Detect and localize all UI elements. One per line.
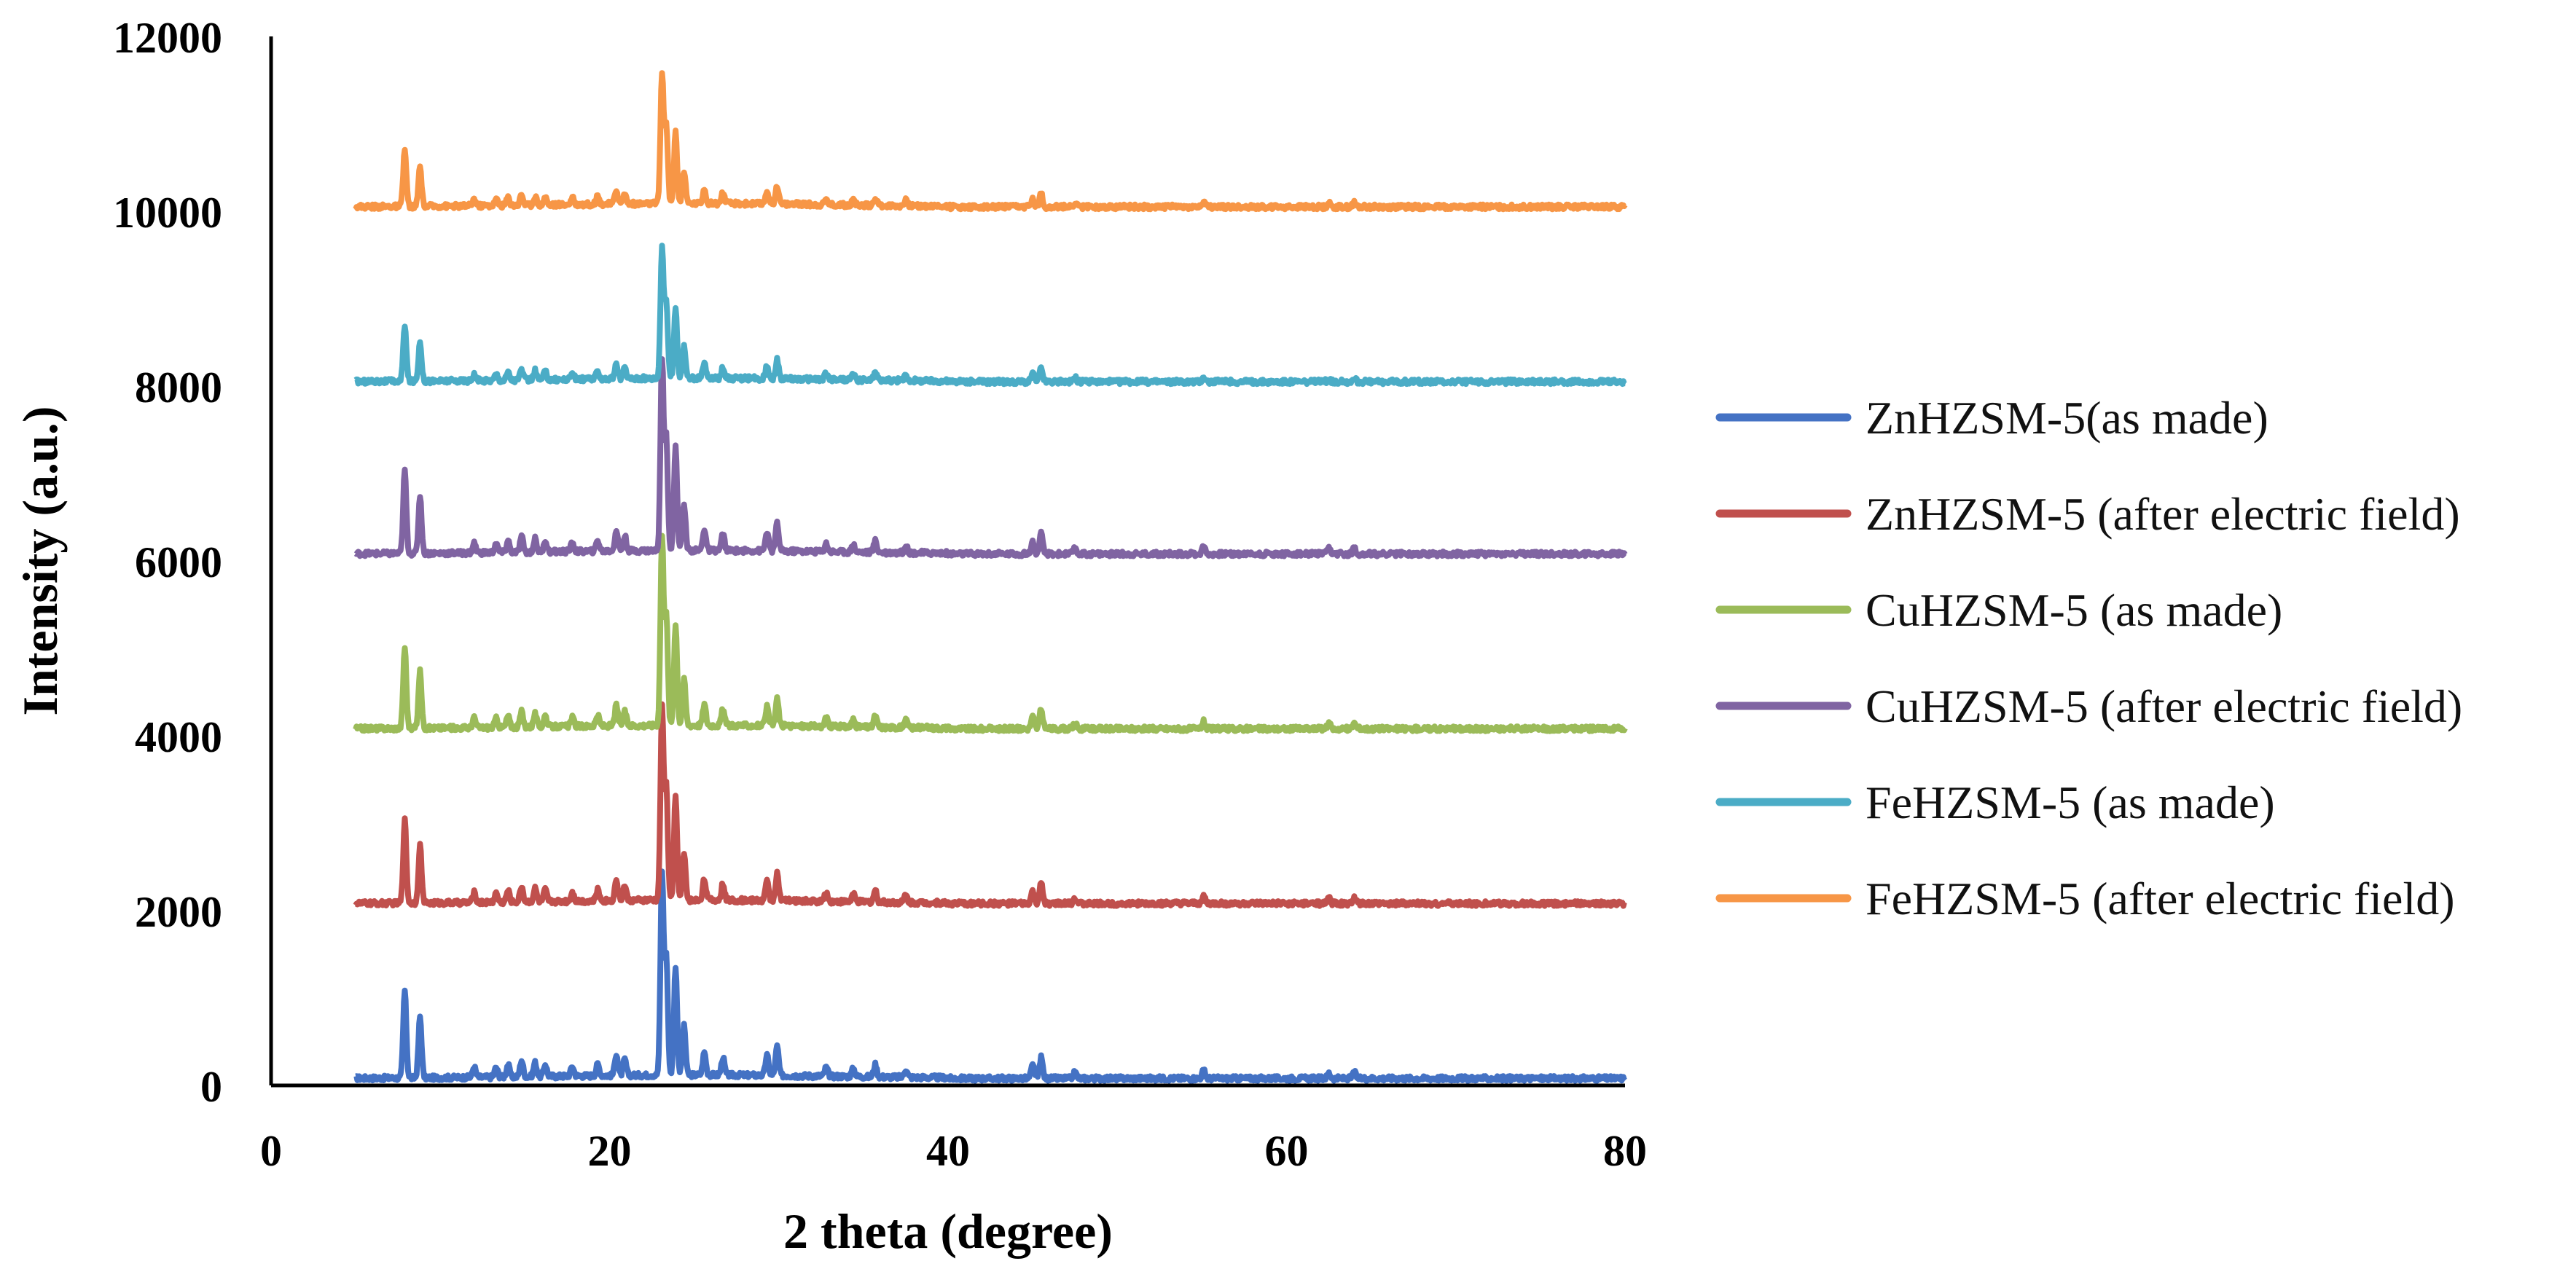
y-tick-label: 12000: [113, 14, 222, 62]
y-tick-label: 10000: [113, 189, 222, 237]
y-tick-label: 4000: [135, 713, 222, 761]
legend-label: FeHZSM-5 (after electric field): [1866, 873, 2455, 924]
x-tick-label: 60: [1265, 1127, 1309, 1175]
x-tick-label: 40: [926, 1127, 970, 1175]
series-line: [353, 533, 1628, 734]
y-tick-labels: 0 2000 4000 6000 8000 10000 12000: [113, 14, 222, 1111]
legend-label: ZnHZSM-5(as made): [1866, 392, 2268, 444]
legend-item: FeHZSM-5 (after electric field): [1715, 873, 2455, 924]
axes: [269, 36, 1625, 1088]
y-tick-label: 6000: [135, 538, 222, 586]
legend: ZnHZSM-5(as made) ZnHZSM-5 (after electr…: [1715, 392, 2462, 924]
x-axis-title: 2 theta (degree): [783, 1203, 1113, 1259]
legend-item: ZnHZSM-5(as made): [1715, 392, 2268, 444]
y-tick-label: 0: [200, 1063, 222, 1111]
legend-label: FeHZSM-5 (as made): [1866, 777, 2275, 828]
legend-item: CuHZSM-5 (as made): [1715, 584, 2282, 636]
legend-label: CuHZSM-5 (after electric field): [1866, 680, 2462, 732]
y-tick-label: 2000: [135, 888, 222, 936]
series-line: [353, 868, 1627, 1084]
x-tick-label: 20: [588, 1127, 632, 1175]
legend-item: CuHZSM-5 (after electric field): [1715, 680, 2462, 732]
legend-label: ZnHZSM-5 (after electric field): [1866, 488, 2460, 540]
series-line: [353, 70, 1628, 213]
x-tick-label: 0: [260, 1127, 282, 1175]
series-layer: [353, 70, 1628, 1084]
legend-label: CuHZSM-5 (as made): [1866, 584, 2282, 636]
series-line: [353, 356, 1628, 559]
series-line: [353, 243, 1627, 388]
y-axis-title: Intensity (a.u.): [12, 406, 68, 715]
legend-item: FeHZSM-5 (as made): [1715, 777, 2275, 828]
x-tick-label: 80: [1603, 1127, 1647, 1175]
y-tick-label: 8000: [135, 364, 222, 412]
series-line: [353, 701, 1627, 909]
legend-item: ZnHZSM-5 (after electric field): [1715, 488, 2460, 540]
x-tick-labels: 0 20 40 60 80: [260, 1127, 1647, 1175]
